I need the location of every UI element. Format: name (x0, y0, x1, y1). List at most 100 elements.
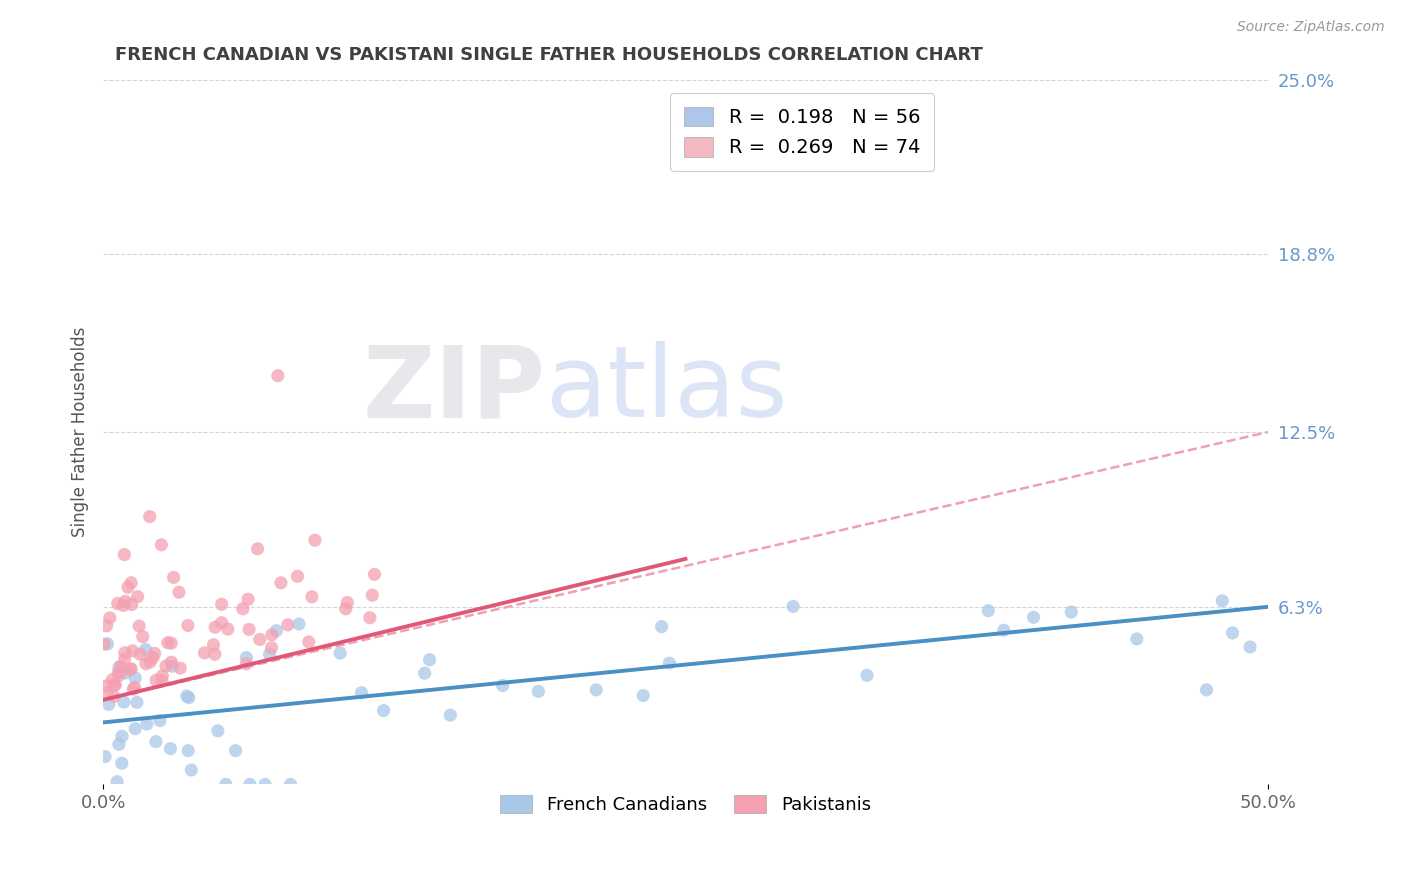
Point (108, 737, 131, 751)
Point (143, 646, 166, 660)
Point (1060, 605, 1083, 619)
Point (122, 682, 145, 697)
Point (105, 774, 128, 789)
Point (238, 623, 260, 637)
Point (169, 661, 191, 675)
Point (110, 659, 132, 673)
Point (118, 663, 141, 677)
Text: Source: ZipAtlas.com: Source: ZipAtlas.com (1237, 20, 1385, 34)
Point (93, 637, 115, 651)
Point (193, 646, 215, 660)
Point (527, 684, 550, 698)
Text: FRENCH CANADIAN VS PAKISTANI SINGLE FATHER HOUSEHOLDS CORRELATION CHART: FRENCH CANADIAN VS PAKISTANI SINGLE FATH… (115, 46, 983, 64)
Point (1222, 626, 1244, 640)
Point (239, 777, 262, 791)
Point (211, 597, 233, 611)
Point (304, 533, 326, 548)
Point (180, 763, 202, 777)
Point (267, 368, 290, 383)
Point (121, 598, 143, 612)
Point (1022, 610, 1045, 624)
Point (128, 619, 150, 633)
Point (160, 636, 183, 650)
Point (101, 673, 124, 687)
Point (235, 650, 257, 665)
Point (585, 682, 607, 697)
Point (112, 548, 135, 562)
Legend: French Canadians, Pakistanis: French Canadians, Pakistanis (489, 784, 882, 825)
Point (260, 640, 283, 655)
Point (1211, 594, 1233, 608)
Point (658, 656, 681, 670)
Point (177, 744, 200, 758)
Point (132, 630, 155, 644)
Point (215, 777, 238, 791)
Point (350, 686, 373, 700)
Point (104, 678, 127, 692)
Point (856, 668, 879, 682)
Point (439, 708, 461, 723)
Point (301, 590, 323, 604)
Point (150, 669, 173, 683)
Point (246, 541, 269, 556)
Point (277, 618, 299, 632)
Point (156, 636, 179, 650)
Point (155, 659, 177, 673)
Point (167, 585, 190, 599)
Point (121, 644, 143, 658)
Point (1126, 632, 1149, 646)
Point (124, 681, 146, 695)
Y-axis label: Single Father Households: Single Father Households (72, 326, 89, 537)
Point (254, 777, 277, 791)
Point (491, 679, 513, 693)
Point (124, 722, 146, 736)
Point (176, 689, 198, 703)
Point (149, 714, 172, 728)
Point (142, 650, 165, 665)
Point (103, 678, 125, 692)
Point (150, 673, 173, 688)
Point (419, 653, 441, 667)
Point (204, 647, 226, 661)
Point (135, 657, 157, 671)
Point (108, 668, 131, 682)
Point (114, 652, 136, 666)
Point (217, 622, 239, 636)
Point (413, 666, 436, 681)
Point (108, 660, 131, 674)
Point (97, 637, 120, 651)
Point (150, 538, 173, 552)
Point (135, 717, 157, 731)
Point (259, 647, 281, 661)
Point (112, 599, 135, 613)
Text: ZIP: ZIP (363, 342, 546, 438)
Point (111, 756, 134, 771)
Point (98, 611, 121, 625)
Point (96, 679, 118, 693)
Point (112, 695, 135, 709)
Point (782, 599, 804, 614)
Point (97, 698, 120, 712)
Point (96, 686, 118, 700)
Point (335, 602, 357, 616)
Point (651, 619, 673, 633)
Point (207, 723, 229, 738)
Point (114, 665, 136, 680)
Point (160, 655, 183, 669)
Point (114, 594, 136, 608)
Point (232, 601, 254, 615)
Point (287, 569, 309, 583)
Point (129, 647, 152, 661)
Point (266, 624, 288, 638)
Point (117, 580, 139, 594)
Point (162, 659, 184, 673)
Text: atlas: atlas (546, 342, 787, 438)
Point (363, 567, 385, 582)
Point (103, 690, 125, 704)
Point (280, 777, 302, 791)
Point (373, 704, 395, 718)
Point (631, 689, 654, 703)
Point (96, 619, 118, 633)
Point (177, 690, 200, 705)
Point (163, 570, 186, 584)
